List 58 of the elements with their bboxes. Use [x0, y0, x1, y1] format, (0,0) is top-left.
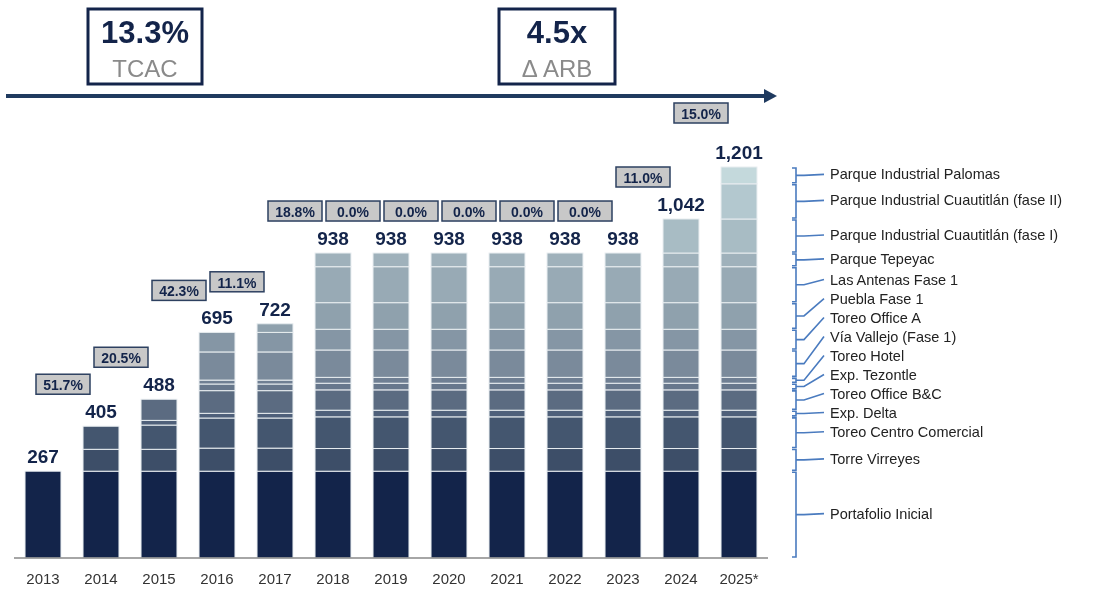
annotation: 18.8%	[275, 204, 316, 221]
text: 13.3%	[101, 15, 189, 50]
text: 15.0%	[681, 106, 722, 122]
bar	[24, 470, 62, 559]
annotation: 938	[607, 228, 639, 250]
annotation: 488	[143, 374, 175, 396]
text: Parque Industrial Palomas	[830, 166, 1001, 183]
annotation: 11.0%	[623, 170, 664, 186]
annotation: 722	[259, 298, 291, 320]
annotation: 42.3%	[159, 283, 200, 300]
annotation: 0.0%	[569, 204, 602, 221]
x-tick-label: 2023	[606, 570, 640, 587]
annotation: 51.7%	[43, 377, 84, 394]
text: 1,201	[715, 142, 764, 163]
annotation: 938	[433, 228, 465, 250]
x-tick-label: 2014	[84, 570, 118, 587]
annotation: 938	[491, 228, 523, 250]
text: Vía Vallejo (Fase 1)	[830, 328, 957, 345]
text: Portafolio Inicial	[830, 505, 933, 522]
x-tick-label: 2021	[490, 570, 524, 587]
x-tick-label: 2022	[548, 570, 582, 587]
annotation: 0.0%	[395, 204, 428, 221]
annotation: 267	[27, 446, 59, 468]
annotation: 405	[85, 401, 118, 423]
text: Las Antenas Fase 1	[830, 271, 959, 288]
text: 4.5x	[526, 15, 588, 50]
text: Parque Tepeyac	[830, 250, 935, 267]
annotation: 938	[549, 228, 581, 250]
annotation: 0.0%	[511, 204, 544, 221]
x-tick-label: 2024	[664, 570, 698, 587]
x-tick-label: 2015	[142, 570, 176, 587]
annotation: 0.0%	[453, 204, 486, 221]
text: Δ ARB	[521, 55, 593, 82]
x-tick-label: 2018	[316, 570, 350, 587]
text: Exp. Tezontle	[830, 366, 917, 383]
annotation: 938	[317, 228, 349, 250]
text: Exp. Delta	[830, 404, 898, 421]
x-tick-label: 2025*	[719, 570, 759, 587]
annotation: 0.0%	[337, 204, 370, 221]
annotation: 20.5%	[101, 350, 142, 367]
x-tick-label: 2013	[26, 570, 60, 587]
text: Toreo Hotel	[830, 347, 905, 364]
annotation: 1,042	[657, 194, 705, 215]
x-tick-label: 2017	[258, 570, 292, 587]
text: Toreo Centro Comercial	[830, 423, 984, 440]
text: TCAC	[112, 55, 178, 82]
x-tick-label: 2019	[374, 570, 408, 587]
x-tick-label: 2016	[200, 570, 234, 587]
text: Parque Industrial Cuautitlán (fase I)	[830, 227, 1059, 244]
annotation: 938	[375, 228, 407, 250]
text: Puebla Fase 1	[830, 290, 924, 307]
text: Parque Industrial Cuautitlán (fase II)	[830, 192, 1063, 209]
annotation: 11.1%	[217, 274, 258, 291]
x-tick-label: 2020	[432, 570, 466, 587]
text: Toreo Office B&C	[830, 385, 942, 402]
annotation: 695	[201, 307, 234, 329]
text: Toreo Office A	[830, 309, 922, 326]
text: Torre Virreyes	[830, 450, 920, 467]
